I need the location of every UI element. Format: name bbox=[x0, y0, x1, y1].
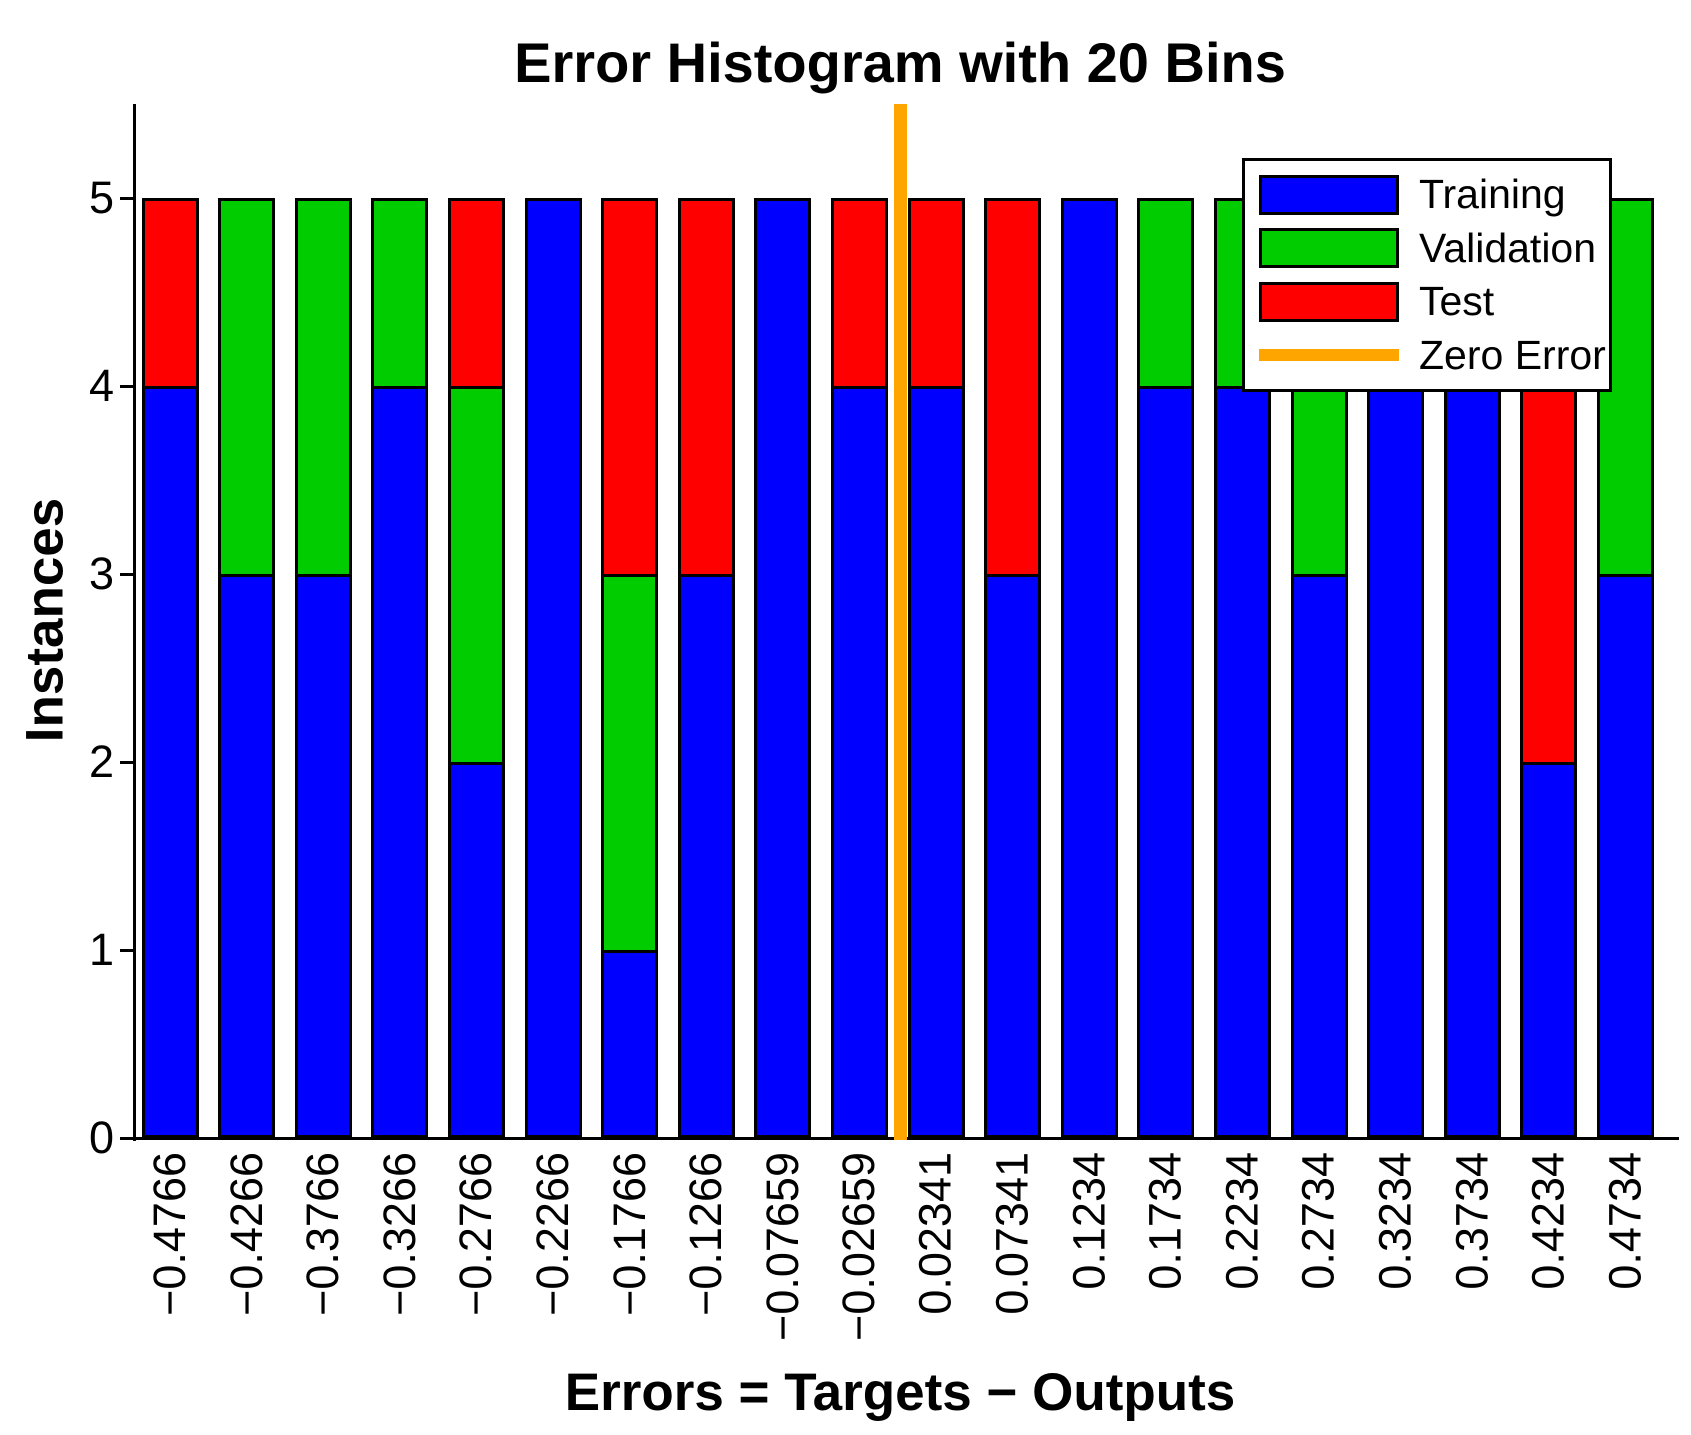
bar-segment-test bbox=[984, 198, 1042, 577]
bar-segment-validation bbox=[218, 198, 276, 577]
legend-item-test: Test bbox=[1259, 278, 1609, 325]
bar-segment-validation bbox=[371, 198, 429, 389]
bar-segment-test bbox=[907, 198, 965, 389]
bar-segment-test bbox=[677, 198, 735, 577]
bar-segment-test bbox=[830, 198, 888, 389]
x-tick-label-text: −0.4766 bbox=[144, 1152, 195, 1316]
bar-segment-training bbox=[1520, 762, 1578, 1138]
x-tick-label-text: −0.2766 bbox=[450, 1152, 502, 1316]
legend-line-zero-error-icon bbox=[1259, 349, 1399, 362]
y-tick-mark bbox=[120, 384, 133, 388]
bar-segment-training bbox=[984, 574, 1042, 1138]
x-tick-label-text: 0.1234 bbox=[1063, 1152, 1115, 1290]
y-tick-mark bbox=[120, 948, 133, 952]
y-tick-label: 3 bbox=[88, 548, 114, 599]
bar-segment-training bbox=[754, 198, 812, 1138]
y-tick-label: 1 bbox=[88, 924, 114, 975]
bar-segment-training bbox=[830, 386, 888, 1138]
y-axis-line bbox=[133, 104, 136, 1141]
legend-label: Training bbox=[1419, 171, 1566, 218]
x-tick-label-text: −0.4266 bbox=[220, 1152, 272, 1316]
x-tick-label-text: 0.1734 bbox=[1139, 1152, 1191, 1290]
y-tick-mark bbox=[120, 1136, 133, 1140]
bar-segment-training bbox=[447, 762, 505, 1138]
bar-segment-training bbox=[1290, 574, 1348, 1138]
x-tick-label-text: −0.07659 bbox=[756, 1152, 808, 1341]
bar-segment-test bbox=[447, 198, 505, 389]
bar-segment-training bbox=[1596, 574, 1654, 1138]
bar-segment-training bbox=[1137, 386, 1195, 1138]
x-tick-label-text: −0.02659 bbox=[833, 1152, 885, 1341]
bar-segment-validation bbox=[447, 386, 505, 765]
x-tick-label-text: −0.1266 bbox=[680, 1152, 732, 1316]
legend-swatch-training-icon bbox=[1259, 174, 1399, 215]
bar-segment-validation bbox=[601, 574, 659, 953]
bar-segment-training bbox=[1060, 198, 1118, 1138]
x-tick-label-text: 0.02341 bbox=[910, 1152, 961, 1315]
legend-label: Validation bbox=[1419, 224, 1597, 271]
y-tick-label: 4 bbox=[88, 360, 114, 411]
y-tick-mark bbox=[120, 196, 133, 200]
bar-segment-training bbox=[141, 386, 199, 1138]
legend: Training Validation Test Zero Error bbox=[1242, 158, 1612, 392]
legend-item-zero-error: Zero Error bbox=[1259, 332, 1609, 379]
x-tick-label-text: −0.3766 bbox=[297, 1152, 349, 1316]
bar-segment-validation bbox=[1137, 198, 1195, 389]
bar-segment-training bbox=[294, 574, 352, 1138]
bar-segment-training bbox=[907, 386, 965, 1138]
legend-label: Zero Error bbox=[1419, 331, 1606, 378]
legend-swatch-validation-icon bbox=[1259, 228, 1399, 269]
x-tick-label-text: −0.2266 bbox=[527, 1152, 578, 1316]
x-tick-label-text: 0.4234 bbox=[1522, 1152, 1574, 1290]
y-tick-mark bbox=[120, 572, 133, 576]
chart-title: Error Histogram with 20 Bins bbox=[514, 31, 1286, 94]
legend-item-training: Training bbox=[1259, 171, 1609, 218]
x-tick-label-text: 0.3734 bbox=[1446, 1152, 1498, 1290]
x-tick-label-text: 0.2234 bbox=[1216, 1152, 1268, 1290]
zero-error-line bbox=[894, 104, 907, 1140]
x-tick-label-text: 0.3234 bbox=[1369, 1152, 1421, 1290]
y-tick-label: 2 bbox=[88, 736, 114, 787]
x-axis-title: Errors = Targets − Outputs bbox=[564, 1363, 1236, 1422]
legend-swatch-test-icon bbox=[1259, 281, 1399, 322]
x-tick-label-text: 0.07341 bbox=[986, 1152, 1038, 1315]
bar-segment-training bbox=[524, 198, 582, 1138]
legend-item-validation: Validation bbox=[1259, 225, 1609, 272]
x-tick-label-text: 0.4734 bbox=[1599, 1152, 1651, 1290]
y-tick-label: 5 bbox=[88, 172, 114, 223]
bar-segment-training bbox=[601, 950, 659, 1138]
bar-segment-training bbox=[1213, 386, 1271, 1138]
x-tick-label-text: 0.2734 bbox=[1293, 1152, 1344, 1290]
bar-segment-validation bbox=[294, 198, 352, 577]
bar-segment-training bbox=[677, 574, 735, 1138]
bar-segment-test bbox=[601, 198, 659, 577]
x-tick-label-text: −0.1766 bbox=[603, 1152, 655, 1316]
bar-segment-test bbox=[141, 198, 199, 389]
x-tick-label-text: −0.3266 bbox=[373, 1152, 425, 1316]
legend-label: Test bbox=[1419, 278, 1495, 325]
y-tick-label: 0 bbox=[88, 1112, 114, 1163]
y-tick-mark bbox=[120, 760, 133, 764]
y-axis-title: Instances bbox=[15, 497, 75, 743]
bar-segment-training bbox=[371, 386, 429, 1138]
bar-segment-training bbox=[218, 574, 276, 1138]
